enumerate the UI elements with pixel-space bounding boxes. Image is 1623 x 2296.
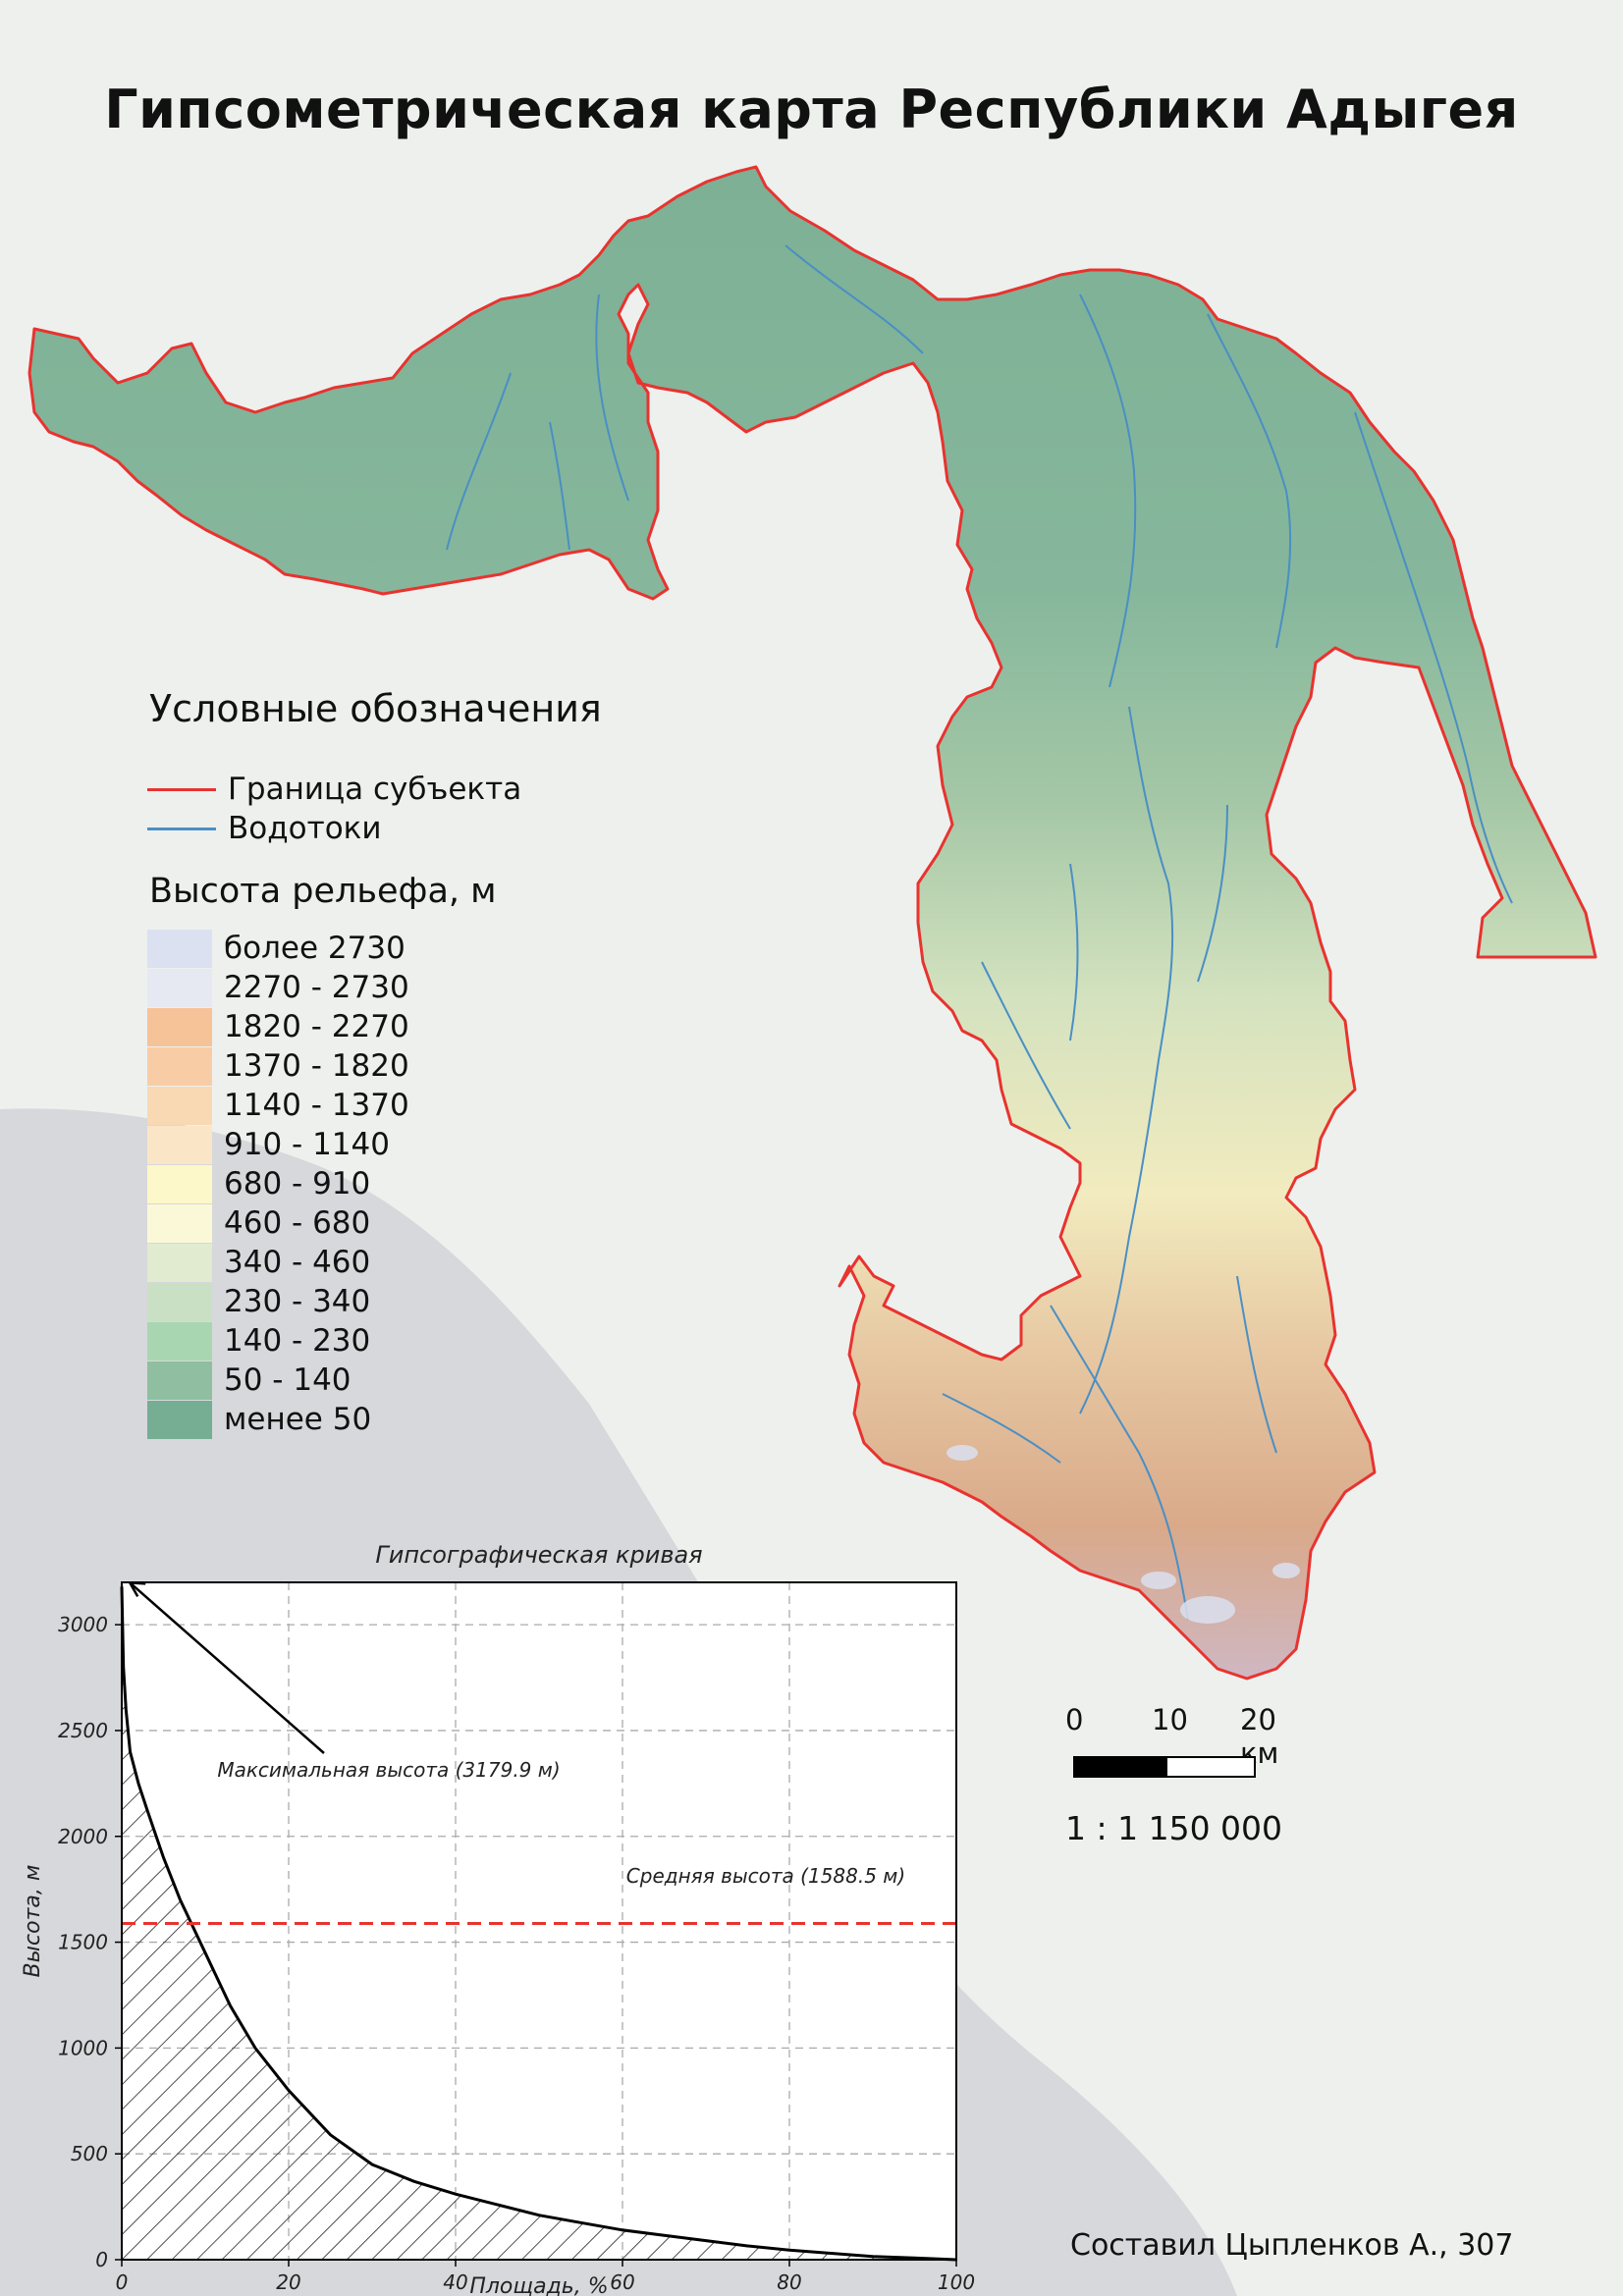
y-tick-label: 2000 — [58, 1825, 108, 1848]
max-height-arrowhead — [128, 1580, 146, 1597]
y-tick-label: 500 — [71, 2142, 108, 2165]
elevation-class-swatch — [147, 1007, 212, 1046]
elevation-class-swatch — [147, 1046, 212, 1086]
legend: Условные обозначения Граница субъекта Во… — [147, 687, 697, 1439]
elevation-class-row: 1370 - 1820 — [147, 1046, 697, 1086]
legend-boundary-label: Граница субъекта — [228, 772, 522, 807]
elevation-class-label: 680 - 910 — [224, 1166, 371, 1201]
elevation-class-swatch — [147, 1400, 212, 1439]
chart-title: Гипсографическая кривая — [375, 1541, 702, 1569]
river-line-swatch — [147, 827, 216, 830]
chart-xlabel: Площадь, % — [469, 2274, 608, 2296]
y-tick-label: 0 — [95, 2248, 108, 2271]
boundary-line-swatch — [147, 787, 216, 791]
elevation-class-label: 230 - 340 — [224, 1284, 371, 1319]
elevation-class-label: 1370 - 1820 — [224, 1048, 409, 1084]
elevation-class-label: 1820 - 2270 — [224, 1009, 409, 1044]
elevation-class-row: 50 - 140 — [147, 1361, 697, 1400]
legend-heading: Условные обозначения — [149, 687, 602, 730]
x-tick-label: 20 — [276, 2270, 300, 2294]
elevation-class-swatch — [147, 1164, 212, 1203]
scale-tick-10: 10 — [1152, 1703, 1188, 1736]
mean-height-annotation: Средняя высота (1588.5 м) — [626, 1864, 905, 1888]
elevation-class-label: 140 - 230 — [224, 1323, 371, 1359]
elevation-class-row: 910 - 1140 — [147, 1125, 697, 1164]
scale-tick-20: 20 км — [1240, 1703, 1279, 1770]
elevation-class-label: 340 - 460 — [224, 1245, 371, 1280]
y-tick-label: 1500 — [58, 1931, 108, 1954]
elevation-class-swatch — [147, 929, 212, 968]
scale-bar: 0 10 20 км 1 : 1 150 000 — [1065, 1703, 1321, 1847]
elevation-class-swatch — [147, 1321, 212, 1361]
elevation-class-row: 340 - 460 — [147, 1243, 697, 1282]
elevation-class-row: менее 50 — [147, 1400, 697, 1439]
elevation-class-row: более 2730 — [147, 929, 697, 968]
scale-segment-white — [1165, 1756, 1256, 1778]
elevation-class-label: более 2730 — [224, 931, 406, 966]
elevation-class-label: 460 - 680 — [224, 1205, 371, 1241]
elevation-class-label: 2270 - 2730 — [224, 970, 409, 1005]
x-tick-label: 0 — [116, 2270, 129, 2294]
scale-ratio: 1 : 1 150 000 — [1065, 1809, 1283, 1847]
hypsographic-curve — [120, 1586, 957, 2262]
author-credit: Составил Цыпленков А., 307 — [1070, 2228, 1514, 2263]
elevation-class-row: 1140 - 1370 — [147, 1086, 697, 1125]
elevation-heading: Высота рельефа, м — [149, 872, 497, 911]
chart-ylabel: Высота, м — [21, 1865, 45, 1978]
max-height-arrow — [129, 1581, 325, 1754]
chart-frame — [121, 1581, 957, 2261]
y-tick-label: 3000 — [58, 1613, 108, 1636]
adygea-territory — [27, 165, 1597, 1681]
elevation-class-label: 1140 - 1370 — [224, 1088, 409, 1123]
elevation-class-label: 910 - 1140 — [224, 1127, 390, 1162]
elevation-class-label: 50 - 140 — [224, 1362, 352, 1398]
elevation-class-label: менее 50 — [224, 1402, 372, 1437]
elevation-class-swatch — [147, 1125, 212, 1164]
x-tick-label: 100 — [938, 2270, 975, 2294]
map-title: Гипсометрическая карта Республики Адыгея — [104, 79, 1519, 140]
rivers — [446, 244, 1513, 1621]
high-peaks — [947, 1445, 1300, 1624]
y-tick-label: 1000 — [58, 2036, 108, 2059]
elevation-class-swatch — [147, 1203, 212, 1243]
elevation-class-swatch — [147, 968, 212, 1007]
hypsographic-area — [122, 1586, 956, 2260]
elevation-class-swatch — [147, 1361, 212, 1400]
legend-rivers-label: Водотоки — [228, 811, 382, 846]
elevation-class-swatch — [147, 1243, 212, 1282]
elevation-classes: более 2730 2270 - 2730 1820 - 2270 1370 - 1… — [147, 929, 697, 1439]
max-height-annotation: Максимальная высота (3179.9 м) — [217, 1758, 560, 1782]
x-tick-label: 60 — [610, 2270, 634, 2294]
legend-rivers: Водотоки — [147, 809, 697, 848]
elevation-class-swatch — [147, 1282, 212, 1321]
elevation-class-row: 230 - 340 — [147, 1282, 697, 1321]
x-tick-label: 40 — [443, 2270, 467, 2294]
y-tick-label: 2500 — [58, 1719, 108, 1742]
x-tick-label: 80 — [777, 2270, 801, 2294]
elevation-class-row: 680 - 910 — [147, 1164, 697, 1203]
elevation-class-row: 460 - 680 — [147, 1203, 697, 1243]
scale-tick-0: 0 — [1065, 1703, 1084, 1736]
elevation-class-row: 1820 - 2270 — [147, 1007, 697, 1046]
legend-boundary: Граница субъекта — [147, 770, 697, 809]
elevation-class-swatch — [147, 1086, 212, 1125]
elevation-class-row: 140 - 230 — [147, 1321, 697, 1361]
scale-segment-black — [1073, 1756, 1167, 1778]
elevation-class-row: 2270 - 2730 — [147, 968, 697, 1007]
